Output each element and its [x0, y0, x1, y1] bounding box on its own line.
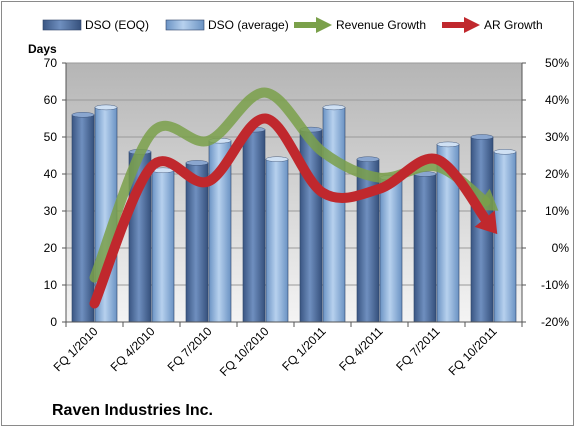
bar-top-dso-average: [436, 141, 460, 148]
left-tick-label: 50: [44, 130, 58, 144]
left-tick-label: 0: [50, 315, 57, 329]
left-tick-label: 70: [44, 56, 58, 70]
legend-arrow-head: [316, 17, 332, 33]
arrowhead-ar-growth: [474, 210, 498, 235]
right-tick-label: 30%: [545, 130, 569, 144]
bar-dso-average: [493, 151, 517, 323]
legend-arrow-revenue-growth: [294, 17, 332, 33]
legend-arrow-ar-growth: [442, 17, 480, 33]
left-tick-label: 60: [44, 93, 58, 107]
legend-label-revenue-growth: Revenue Growth: [336, 18, 426, 32]
legend-swatch-dso-eoq: [42, 19, 82, 31]
bar-top-dso-average: [94, 104, 118, 111]
right-tick-label: 0%: [552, 241, 570, 255]
legend-label-ar-growth: AR Growth: [484, 18, 543, 32]
right-tick-label: 50%: [545, 56, 569, 70]
bar-dso-eoq: [71, 114, 95, 323]
right-tick-label: 20%: [545, 167, 569, 181]
bar-top-dso-eoq: [470, 134, 494, 140]
right-tick-label: -20%: [541, 315, 569, 329]
bar-dso-average: [322, 107, 346, 323]
bar-top-dso-eoq: [356, 156, 380, 162]
growth-lines: [89, 87, 499, 309]
legend-arrow-head: [464, 17, 480, 33]
bar-top-dso-average: [322, 104, 346, 111]
legend: DSO (EOQ) DSO (average) Revenue Growth AR G…: [42, 17, 543, 33]
bar-top-dso-eoq: [185, 160, 209, 166]
legend-swatch-dso-average: [165, 19, 205, 31]
right-tick-label: 40%: [545, 93, 569, 107]
bar-dso-eoq: [413, 173, 437, 323]
bar-dso-eoq: [356, 158, 380, 323]
right-tick-label: 10%: [545, 204, 569, 218]
bar-top-dso-eoq: [71, 112, 95, 118]
left-tick-label: 30: [44, 204, 58, 218]
chart-title: Raven Industries Inc.: [52, 402, 213, 419]
bar-top-dso-average: [493, 149, 517, 155]
left-tick-label: 10: [44, 278, 58, 292]
legend-label-dso-eoq: DSO (EOQ): [85, 18, 149, 32]
legend-label-dso-average: DSO (average): [208, 18, 289, 32]
right-tick-label: -10%: [541, 278, 569, 292]
line-ar-growth: [89, 113, 493, 309]
bar-dso-average: [151, 170, 175, 323]
left-tick-label: 20: [44, 241, 58, 255]
bar-dso-eoq: [242, 129, 266, 323]
bar-dso-average: [265, 158, 289, 323]
left-axis-label: Days: [28, 42, 57, 56]
bar-dso-average: [379, 177, 403, 323]
left-tick-label: 40: [44, 167, 58, 181]
bar-top-dso-average: [265, 156, 289, 162]
